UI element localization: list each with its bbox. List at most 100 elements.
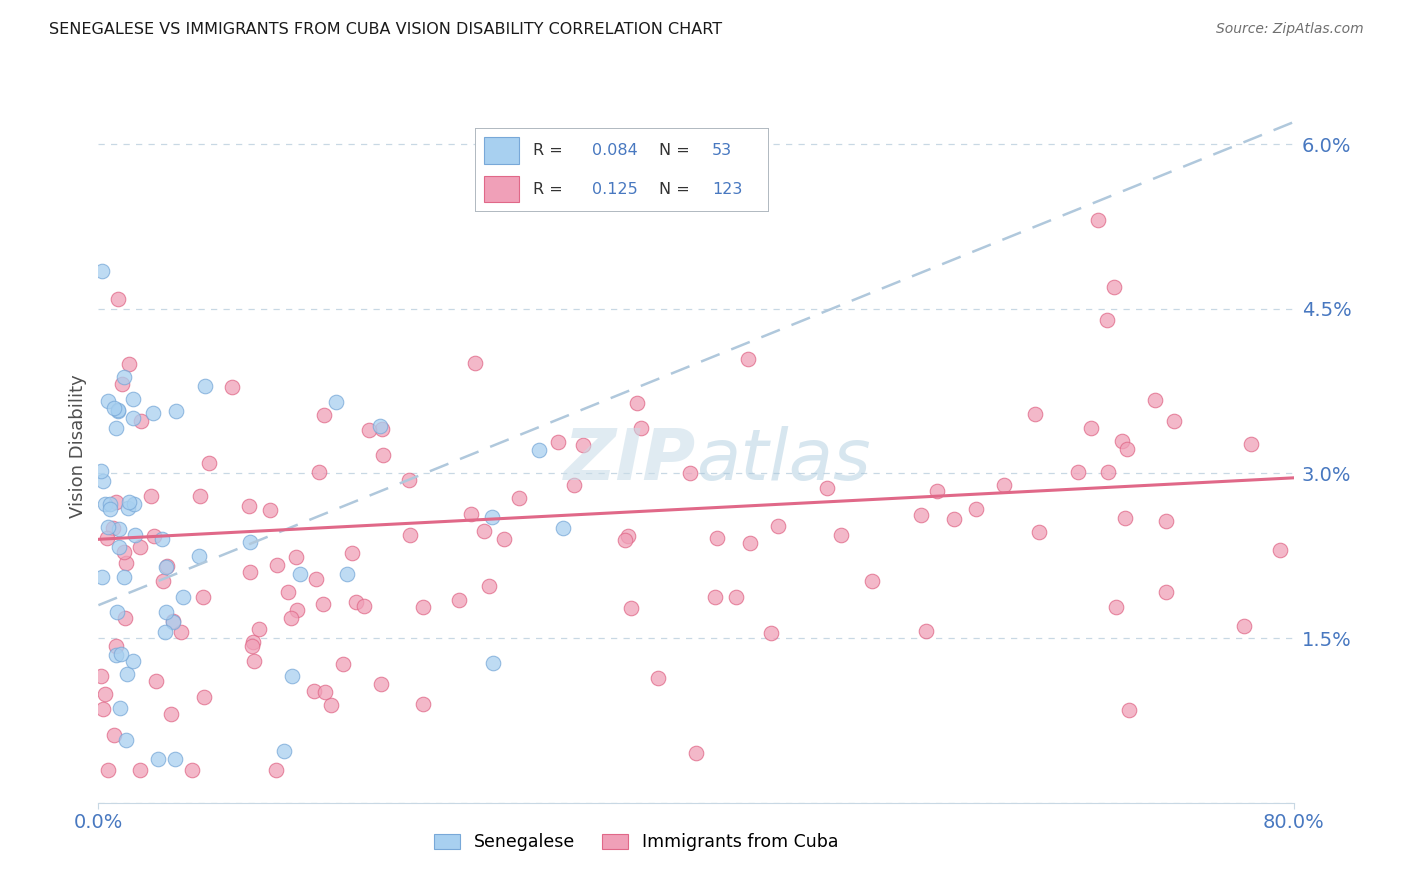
Point bbox=[943, 512, 966, 526]
Point bbox=[319, 698, 342, 713]
Point bbox=[259, 502, 281, 516]
Text: ZIP: ZIP bbox=[564, 425, 696, 495]
Point bbox=[162, 614, 184, 628]
Point bbox=[472, 524, 495, 539]
Point bbox=[619, 600, 641, 615]
Point bbox=[679, 466, 702, 480]
Point bbox=[155, 605, 177, 619]
Point bbox=[242, 635, 264, 649]
Point bbox=[115, 732, 138, 747]
Point bbox=[277, 585, 299, 599]
Point bbox=[508, 491, 530, 505]
Point bbox=[103, 401, 125, 415]
Point bbox=[412, 599, 434, 614]
Point bbox=[124, 527, 146, 541]
Point bbox=[1024, 407, 1046, 421]
Text: atlas: atlas bbox=[696, 425, 870, 495]
Point bbox=[447, 592, 470, 607]
Point bbox=[108, 523, 131, 537]
Point bbox=[478, 579, 501, 593]
Point bbox=[685, 746, 707, 760]
Y-axis label: Vision Disability: Vision Disability bbox=[69, 374, 87, 518]
Point bbox=[630, 421, 652, 435]
Point bbox=[118, 357, 141, 371]
Point bbox=[553, 521, 575, 535]
Point bbox=[412, 698, 434, 712]
Point bbox=[108, 701, 131, 715]
Point bbox=[312, 597, 335, 611]
Point bbox=[94, 687, 117, 701]
Point bbox=[915, 624, 938, 638]
Point bbox=[737, 352, 759, 367]
Point bbox=[613, 533, 636, 548]
Point bbox=[616, 528, 638, 542]
Point bbox=[93, 497, 115, 511]
Point bbox=[112, 370, 135, 384]
Point bbox=[121, 655, 143, 669]
Point bbox=[193, 690, 215, 705]
Point bbox=[1163, 414, 1185, 428]
Point bbox=[724, 590, 747, 604]
Point bbox=[104, 495, 127, 509]
Point bbox=[143, 529, 166, 543]
Point bbox=[90, 464, 112, 478]
Point bbox=[290, 566, 312, 581]
Point bbox=[91, 474, 114, 488]
Point bbox=[280, 611, 302, 625]
Point bbox=[187, 549, 209, 564]
Point bbox=[242, 654, 264, 668]
Point bbox=[165, 404, 187, 418]
Point bbox=[122, 411, 145, 425]
Point bbox=[761, 625, 783, 640]
Point bbox=[266, 558, 288, 573]
Point bbox=[194, 379, 217, 393]
Point bbox=[97, 763, 120, 777]
Point bbox=[153, 625, 176, 640]
Point bbox=[97, 393, 120, 408]
Point bbox=[398, 473, 420, 487]
Point bbox=[370, 677, 392, 691]
Point bbox=[239, 565, 262, 579]
Point bbox=[1118, 703, 1140, 717]
Point bbox=[1087, 212, 1109, 227]
Point bbox=[1080, 421, 1102, 435]
Point bbox=[129, 540, 152, 554]
Point bbox=[91, 702, 114, 716]
Point bbox=[264, 763, 287, 777]
Point bbox=[1097, 465, 1119, 479]
Text: SENEGALESE VS IMMIGRANTS FROM CUBA VISION DISABILITY CORRELATION CHART: SENEGALESE VS IMMIGRANTS FROM CUBA VISIO… bbox=[49, 22, 723, 37]
Point bbox=[965, 501, 987, 516]
Point bbox=[103, 728, 125, 742]
Point bbox=[373, 448, 395, 462]
Point bbox=[562, 477, 585, 491]
Point bbox=[98, 497, 121, 511]
Point bbox=[285, 603, 308, 617]
Point bbox=[155, 560, 177, 574]
Point bbox=[1028, 524, 1050, 539]
Point bbox=[107, 293, 129, 307]
Point bbox=[122, 497, 145, 511]
Point bbox=[353, 599, 375, 613]
Point bbox=[112, 569, 135, 583]
Point bbox=[1156, 585, 1178, 599]
Point bbox=[1270, 543, 1292, 558]
Point bbox=[131, 414, 153, 428]
Point bbox=[105, 605, 128, 619]
Point bbox=[247, 623, 270, 637]
Point bbox=[281, 668, 304, 682]
Point bbox=[529, 442, 551, 457]
Point bbox=[96, 531, 118, 545]
Point bbox=[481, 509, 503, 524]
Point bbox=[925, 484, 948, 499]
Point bbox=[90, 668, 112, 682]
Point bbox=[104, 421, 127, 435]
Point bbox=[105, 648, 128, 662]
Point bbox=[340, 546, 363, 560]
Point bbox=[371, 422, 394, 436]
Point bbox=[91, 264, 114, 278]
Point bbox=[1105, 599, 1128, 614]
Point bbox=[273, 743, 295, 757]
Point bbox=[160, 706, 183, 721]
Point bbox=[163, 752, 186, 766]
Point bbox=[357, 423, 380, 437]
